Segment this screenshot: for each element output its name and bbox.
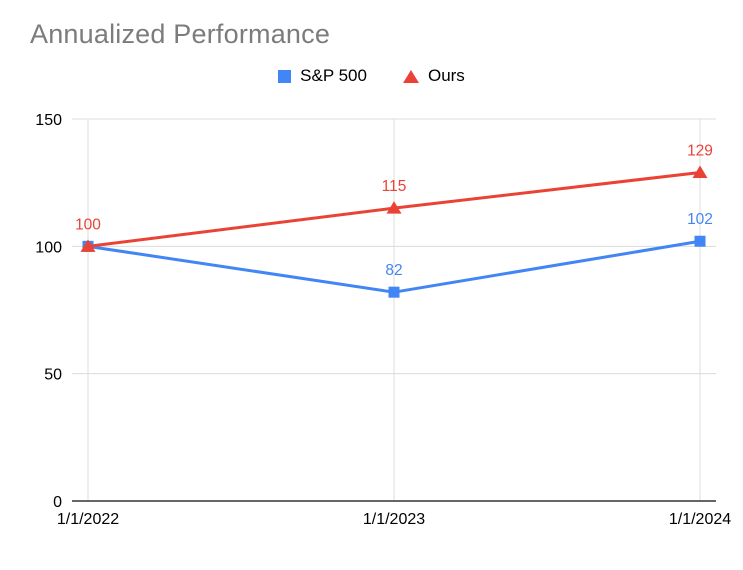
data-label: 82 — [385, 263, 402, 280]
data-point-square — [694, 236, 706, 248]
data-label: 129 — [687, 143, 713, 160]
chart-title: Annualized Performance — [30, 19, 331, 49]
y-tick-label: 150 — [35, 112, 62, 129]
legend-item-sp500: S&P 500 — [278, 66, 367, 86]
legend-label-sp500: S&P 500 — [300, 66, 367, 86]
y-tick-label: 100 — [35, 240, 62, 257]
data-label: 102 — [687, 212, 713, 229]
y-tick-label: 0 — [53, 494, 62, 511]
legend: S&P 500 Ours — [0, 66, 743, 86]
x-tick-label: 1/1/2023 — [363, 511, 425, 528]
x-tick-label: 1/1/2022 — [57, 511, 119, 528]
x-tick-label: 1/1/2024 — [669, 511, 731, 528]
triangle-marker-icon — [402, 69, 419, 83]
data-point-triangle — [692, 165, 708, 179]
data-label: 100 — [75, 217, 101, 234]
square-marker-icon — [278, 69, 292, 83]
y-tick-label: 50 — [44, 367, 62, 384]
legend-label-ours: Ours — [427, 66, 465, 86]
data-label: 115 — [382, 179, 407, 196]
data-point-triangle — [386, 201, 402, 215]
chart-page: Annualized Performance S&P 500 Ours 0 50 1… — [0, 18, 743, 570]
line-chart: 0 50 100 150 1/1/2022 1/1/2023 1/1/2024 82 102 10… — [0, 96, 743, 561]
chart-svg: 0 50 100 150 1/1/2022 1/1/2023 1/1/2024 82 102 10… — [35, 112, 731, 528]
data-point-triangle — [80, 239, 96, 253]
legend-item-ours: Ours — [402, 66, 465, 86]
data-point-square — [388, 287, 400, 299]
